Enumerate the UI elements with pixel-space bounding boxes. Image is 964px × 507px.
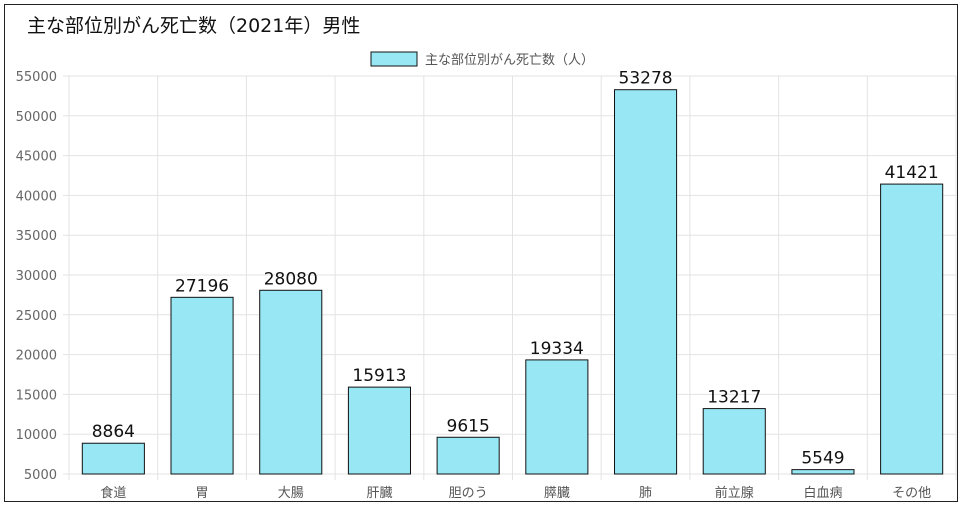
bar — [347, 386, 411, 475]
y-tick-label: 30000 — [16, 269, 57, 284]
y-tick-label: 55000 — [16, 70, 57, 85]
bar — [614, 89, 678, 475]
y-tick-label: 15000 — [16, 388, 57, 403]
bar — [702, 408, 766, 475]
x-tick-label: 肺 — [639, 486, 652, 501]
x-tick-label: 胆のう — [449, 486, 488, 501]
data-label: 5549 — [801, 449, 844, 469]
x-tick-label: 前立腺 — [715, 485, 754, 501]
y-tick-label: 50000 — [16, 110, 57, 125]
data-label: 15913 — [352, 366, 406, 386]
x-tick-label: その他 — [892, 486, 931, 501]
x-tick-label: 食道 — [100, 485, 126, 501]
bar — [170, 296, 234, 475]
data-label: 28080 — [264, 269, 318, 289]
bar — [525, 359, 589, 475]
data-label: 41421 — [885, 163, 939, 183]
data-label: 9615 — [447, 416, 490, 436]
data-label: 19334 — [530, 339, 584, 359]
y-tick-label: 5000 — [24, 468, 57, 483]
x-tick-label: 膵臓 — [544, 486, 570, 501]
y-tick-label: 10000 — [16, 428, 57, 443]
x-tick-label: 胃 — [196, 486, 209, 501]
bar — [259, 289, 323, 475]
data-label: 53278 — [619, 69, 673, 89]
data-label: 27196 — [175, 276, 229, 296]
data-label: 8864 — [92, 422, 135, 442]
data-label: 13217 — [707, 388, 761, 408]
x-tick-label: 肝臓 — [366, 486, 392, 501]
bar — [436, 436, 500, 475]
y-tick-label: 45000 — [16, 150, 57, 165]
legend-label: 主な部位別がん死亡数（人） — [425, 53, 594, 68]
x-tick-label: 大腸 — [278, 486, 304, 501]
chart-frame: 主な部位別がん死亡数（2021年）男性 — [4, 4, 958, 502]
y-tick-label: 20000 — [16, 349, 57, 364]
y-tick-label: 40000 — [16, 189, 57, 204]
legend-swatch — [370, 51, 418, 67]
x-tick-label: 白血病 — [803, 485, 842, 501]
bar — [791, 469, 855, 475]
y-tick-label: 25000 — [16, 309, 57, 324]
chart-title: 主な部位別がん死亡数（2021年）男性 — [27, 15, 361, 37]
bar — [81, 442, 145, 475]
bar — [880, 183, 944, 475]
y-tick-label: 35000 — [16, 229, 57, 244]
